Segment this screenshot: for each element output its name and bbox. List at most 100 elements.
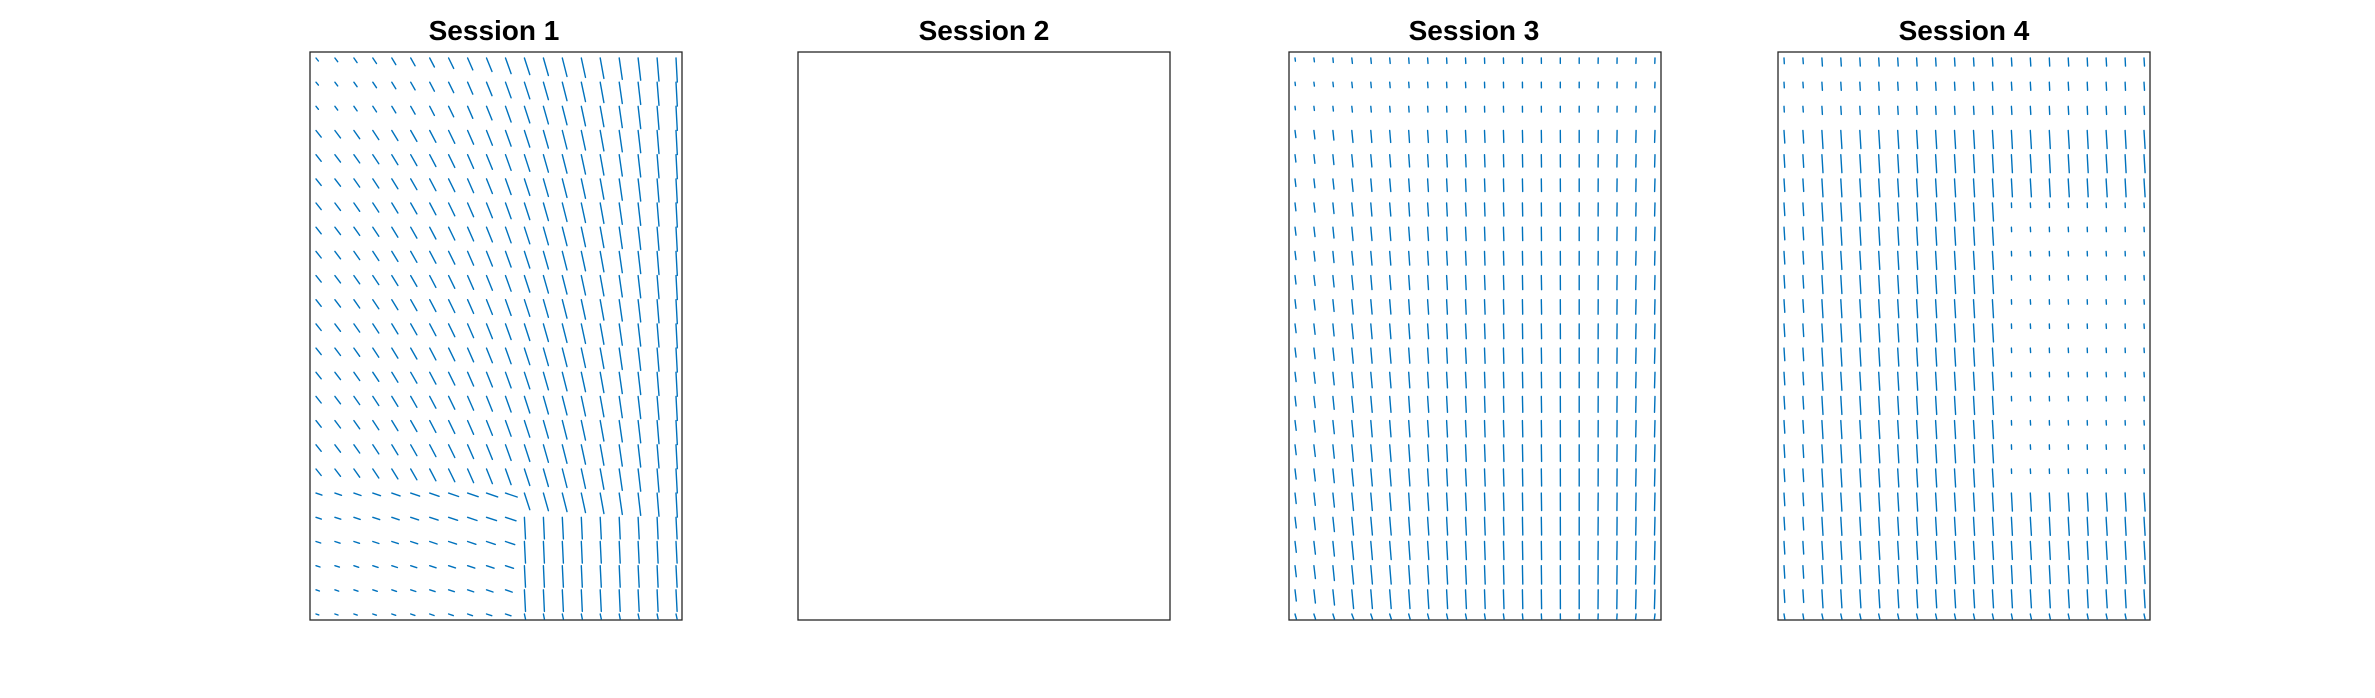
quiver-arrow	[580, 492, 587, 514]
quiver-arrow	[315, 565, 321, 568]
quiver-arrow	[1464, 468, 1468, 487]
quiver-arrow	[1351, 178, 1354, 193]
quiver-arrow	[485, 419, 494, 436]
quiver-arrow	[1915, 492, 1919, 512]
quiver-arrow	[372, 323, 380, 334]
quiver-arrow	[466, 274, 475, 290]
quiver-arrow	[1483, 299, 1486, 315]
quiver-arrow	[1915, 226, 1919, 246]
quiver-arrow	[485, 323, 494, 340]
quiver-arrow	[1294, 589, 1298, 602]
quiver-arrow	[353, 516, 361, 521]
quiver-arrow	[1972, 347, 1976, 367]
quiver-arrow	[353, 419, 361, 430]
quiver-arrow	[1877, 153, 1881, 174]
quiver-arrow	[637, 81, 642, 106]
quiver-arrow	[1896, 613, 1900, 620]
quiver-arrow	[542, 371, 550, 391]
quiver-arrow	[1445, 419, 1449, 438]
quiver-arrow	[561, 202, 568, 223]
quiver-arrow	[2029, 178, 2033, 198]
quiver-arrow	[1370, 202, 1373, 217]
quiver-arrow	[1972, 540, 1976, 561]
quiver-arrow	[372, 492, 382, 497]
quiver-arrow	[1426, 202, 1430, 217]
quiver-arrow	[1953, 516, 1957, 536]
quiver-arrow	[599, 323, 605, 345]
quiver-arrow	[1483, 250, 1486, 266]
quiver-arrow	[353, 226, 361, 237]
quiver-arrow	[1464, 371, 1468, 389]
quiver-arrow	[334, 347, 342, 357]
quiver-arrow	[1445, 589, 1449, 610]
quiver-arrow	[599, 202, 605, 225]
quiver-arrow	[580, 129, 587, 151]
quiver-arrow	[1388, 81, 1391, 89]
quiver-arrow	[1821, 202, 1824, 222]
quiver-arrow	[1934, 105, 1937, 116]
quiver-arrow	[2105, 613, 2108, 620]
quiver-arrow	[485, 540, 496, 546]
quiver-arrow	[656, 468, 660, 493]
quiver-arrow	[2143, 613, 2146, 620]
quiver-arrow	[1313, 540, 1317, 555]
quiver-arrow	[561, 589, 565, 613]
quiver-arrow	[656, 178, 660, 203]
quiver-arrow	[1896, 347, 1900, 367]
quiver-arrow	[429, 250, 437, 264]
quiver-arrow	[1464, 153, 1467, 168]
quiver-arrow	[1802, 153, 1805, 169]
quiver-arrow	[675, 299, 678, 325]
quiver-arrow	[1426, 613, 1430, 620]
quiver-arrow	[1783, 395, 1786, 410]
quiver-arrow	[1388, 444, 1392, 463]
quiver-arrow	[1407, 129, 1411, 144]
quiver-arrow	[1896, 105, 1899, 116]
quiver-arrow	[1332, 589, 1336, 606]
quiver-arrow	[1783, 129, 1786, 144]
quiver-arrow	[466, 105, 474, 120]
quiver-arrow	[1407, 323, 1411, 340]
quiver-arrow	[1953, 274, 1957, 295]
quiver-arrow	[2105, 57, 2108, 67]
quiver-arrow	[372, 613, 378, 616]
quiver-arrow	[599, 105, 605, 128]
quiver-arrow	[1370, 419, 1373, 438]
quiver-arrow	[1351, 565, 1355, 585]
quiver-arrow	[1407, 492, 1411, 512]
quiver-arrow	[656, 492, 660, 517]
quiver-arrow	[1972, 323, 1976, 343]
quiver-arrow	[1783, 202, 1786, 217]
quiver-arrow	[410, 492, 421, 497]
quiver-arrow	[429, 57, 436, 68]
quiver-arrow	[561, 226, 568, 247]
quiver-arrow	[1896, 81, 1899, 92]
quiver-arrow	[429, 468, 437, 482]
quiver-arrow	[1351, 395, 1355, 413]
quiver-arrow	[1370, 81, 1373, 89]
quiver-arrow	[1483, 613, 1487, 620]
quiver-arrow	[1407, 153, 1411, 168]
quiver-arrow	[410, 347, 418, 360]
quiver-arrow	[599, 57, 605, 80]
panel-session-2: Session 2	[797, 15, 1171, 621]
quiver-arrow	[1483, 444, 1486, 463]
quiver-arrow	[334, 492, 343, 496]
quiver-arrow	[1502, 274, 1505, 291]
quiver-arrow	[1332, 323, 1335, 337]
quiver-arrow	[523, 395, 531, 414]
quiver-arrow	[1896, 540, 1900, 561]
quiver-arrow	[1934, 274, 1938, 295]
quiver-arrow	[1407, 444, 1411, 463]
quiver-arrow	[410, 371, 418, 384]
quiver-arrow	[2067, 492, 2071, 512]
quiver-arrow	[2029, 57, 2032, 67]
quiver-arrow	[2105, 129, 2108, 150]
quiver-arrow	[580, 565, 583, 588]
quiver-arrow	[1634, 565, 1637, 585]
quiver-arrow	[2105, 153, 2108, 174]
axes-frame-session-2	[797, 51, 1171, 621]
quiver-arrow	[580, 468, 587, 490]
quiver-arrow	[391, 516, 400, 521]
quiver-arrow	[1953, 226, 1957, 246]
